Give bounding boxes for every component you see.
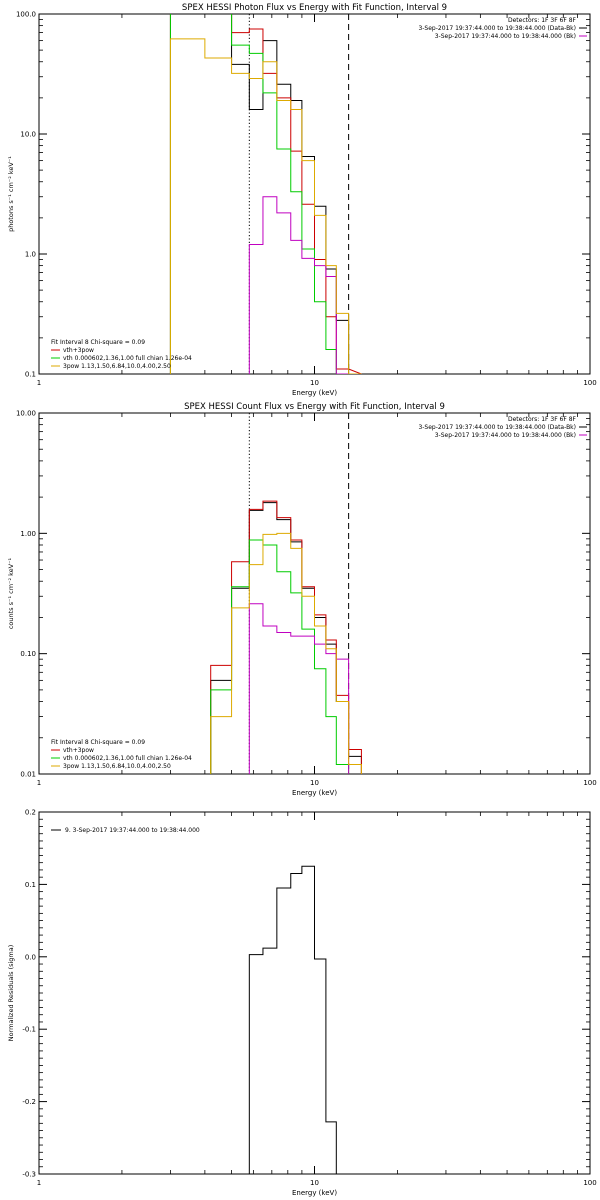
x-tick-label: 10 [310, 379, 319, 387]
x-tick-label: 100 [583, 779, 596, 787]
legend-entry: vth 0.000602,1.36,1.00 full chian 1.26e-… [63, 755, 192, 762]
series-line-4 [248, 603, 350, 774]
y-tick-label: 0.2 [25, 809, 36, 817]
series-line-4 [248, 196, 349, 374]
legend-entry: 9. 3-Sep-2017 19:37:44.000 to 19:38:44.0… [65, 827, 200, 834]
x-tick-label: 1 [37, 379, 41, 387]
series-line-2 [210, 500, 362, 774]
legend-entry: vth 0.000602,1.36,1.00 full chian 1.26e-… [63, 355, 192, 362]
y-axis-label: photons s⁻¹ cm⁻² keV⁻¹ [7, 156, 15, 232]
y-tick-label: 10.0 [20, 131, 36, 139]
legend-entry: 3pow 1.13,1.50,6.84,10.0,4.00,2.50 [63, 363, 171, 370]
y-axis-label: counts s⁻¹ cm⁻² keV⁻¹ [7, 557, 15, 629]
series-group [169, 14, 362, 374]
legend-entry: 3-Sep-2017 19:37:44.000 to 19:38:44.000 … [418, 424, 576, 431]
y-tick-label: 0.10 [20, 650, 36, 658]
series-line-1 [210, 502, 362, 774]
y-tick-label: 0.1 [25, 881, 36, 889]
x-tick-label: 10 [310, 779, 319, 787]
legend-entry: vth+3pow [63, 347, 94, 354]
y-tick-label: 1.0 [25, 251, 36, 259]
series-group [248, 865, 349, 1174]
series-line-5 [169, 38, 362, 374]
chart-panel-2: 1 10 100 0.01 0.10 1.00 10.00 SPEX HESSI Count … [7, 402, 597, 797]
y-tick-label: 10.00 [16, 410, 36, 418]
series-line-1 [248, 865, 349, 1174]
y-tick-label: -0.2 [22, 1098, 36, 1106]
legend-entry: Detectors: 1F 3F 6F 8F [508, 17, 577, 24]
x-tick-label: 100 [583, 379, 596, 387]
legend-entry: 3-Sep-2017 19:37:44.000 to 19:38:44.000 … [435, 432, 576, 439]
y-axis-label: Normalized Residuals (sigma) [7, 945, 15, 1042]
chart-panel-3: 1 10 100 -0.3 -0.2 -0.1 0.0 0.1 0.2 Energy (keV) N… [7, 809, 597, 1198]
legend-entry: Fit Interval 8 Chi-square = 0.09 [51, 339, 145, 346]
legend-entry: vth+3pow [63, 747, 94, 754]
y-tick-label: 0.1 [25, 371, 36, 379]
x-axis-label: Energy (keV) [292, 1189, 337, 1197]
x-axis-label: Energy (keV) [292, 389, 337, 397]
x-tick-label: 1 [37, 1179, 41, 1187]
legend-entry: 3-Sep-2017 19:37:44.000 to 19:38:44.000 … [435, 33, 576, 40]
chart-title: SPEX HESSI Photon Flux vs Energy with Fi… [182, 3, 447, 13]
legend-entry: Fit Interval 8 Chi-square = 0.09 [51, 739, 145, 746]
chart-title: SPEX HESSI Count Flux vs Energy with Fit… [184, 402, 445, 412]
series-line-3 [210, 539, 350, 774]
y-tick-label: 0.0 [25, 953, 36, 961]
legend-entry: 3pow 1.13,1.50,6.84,10.0,4.00,2.50 [63, 763, 171, 770]
y-tick-label: 100.0 [16, 11, 36, 19]
y-tick-label: -0.3 [22, 1171, 36, 1179]
y-tick-label: 0.01 [20, 771, 36, 779]
y-tick-label: 1.00 [20, 530, 36, 538]
chart-panel-1: 1 10 100 0.1 1.0 10.0 100.0 SPEX HESSI Photon F… [7, 3, 597, 397]
x-axis-label: Energy (keV) [292, 789, 337, 797]
x-tick-label: 10 [310, 1179, 319, 1187]
series-line-5 [210, 532, 362, 774]
legend-entry: Detectors: 1F 3F 6F 8F [508, 416, 577, 423]
series-group [210, 500, 362, 774]
series-line-1 [169, 14, 362, 374]
legend-entry: 3-Sep-2017 19:37:44.000 to 19:38:44.000 … [418, 25, 576, 32]
x-tick-label: 1 [37, 779, 41, 787]
series-line-2 [169, 14, 362, 374]
series-line-3 [169, 14, 349, 374]
x-tick-label: 100 [583, 1179, 596, 1187]
y-tick-label: -0.1 [22, 1026, 36, 1034]
